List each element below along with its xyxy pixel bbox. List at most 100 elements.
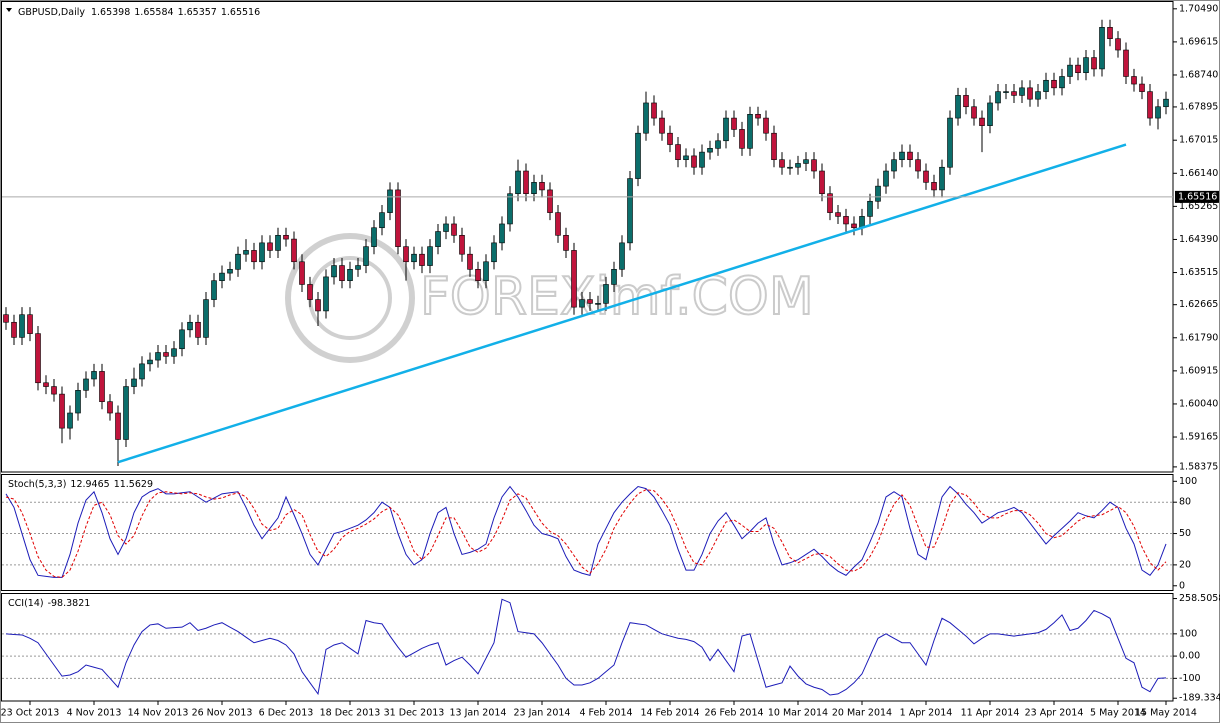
y-tick-label: 1.58375 bbox=[1179, 461, 1218, 472]
candle-body bbox=[123, 386, 129, 440]
candle-body bbox=[107, 401, 113, 414]
candle-body bbox=[1123, 49, 1129, 77]
y-tick-label: 1.64390 bbox=[1179, 234, 1218, 245]
candle-body bbox=[203, 299, 209, 338]
indicator-name: Stoch(5,3,3) bbox=[8, 479, 66, 490]
candle-body bbox=[819, 170, 825, 195]
candle-body bbox=[1147, 91, 1153, 119]
candle-body bbox=[323, 276, 329, 312]
candle-body bbox=[547, 189, 553, 213]
y-tick-label: 1.63515 bbox=[1179, 267, 1218, 278]
candle-body bbox=[811, 159, 817, 172]
candle-body bbox=[331, 265, 337, 278]
readout: -98.3821 bbox=[48, 598, 91, 609]
cci-label: CCI(14) -98.3821 bbox=[8, 598, 90, 609]
candle-body bbox=[395, 189, 401, 247]
candle-body bbox=[499, 223, 505, 244]
x-tick-label: 23 Oct 2013 bbox=[1, 708, 60, 719]
candle-body bbox=[795, 163, 801, 168]
candle-body bbox=[659, 117, 665, 134]
y-tick-label: 100 bbox=[1179, 628, 1197, 639]
candle-body bbox=[987, 102, 993, 126]
candle-body bbox=[875, 185, 881, 202]
candle-body bbox=[1035, 91, 1041, 100]
y-tick-label: 100 bbox=[1179, 476, 1197, 487]
candle-body bbox=[131, 378, 137, 387]
candle-body bbox=[1043, 79, 1049, 92]
candle-body bbox=[899, 151, 905, 160]
y-tick-label: 1.59165 bbox=[1179, 432, 1218, 443]
open-value: 1.65398 bbox=[91, 7, 130, 18]
candle-body bbox=[651, 102, 657, 119]
candle-body bbox=[915, 159, 921, 172]
logo-ring bbox=[285, 233, 415, 363]
candle-body bbox=[371, 227, 377, 247]
readout: 11.5629 bbox=[114, 479, 153, 490]
x-tick-label: 10 Mar 2014 bbox=[768, 708, 828, 719]
candle-body bbox=[931, 182, 937, 191]
close-value: 1.65516 bbox=[221, 7, 260, 18]
candle-body bbox=[1099, 27, 1105, 70]
y-tick-label: 1.70490 bbox=[1179, 3, 1218, 14]
candle-body bbox=[315, 299, 321, 312]
x-tick-label: 6 Dec 2013 bbox=[259, 708, 314, 719]
indicator-name: CCI(14) bbox=[8, 598, 44, 609]
candle-body bbox=[1163, 98, 1169, 108]
x-tick-label: 5 May 2014 bbox=[1090, 708, 1146, 719]
candle-body bbox=[171, 348, 177, 357]
candle-body bbox=[787, 166, 793, 169]
candle-body bbox=[275, 234, 281, 251]
y-tick-label: 1.67015 bbox=[1179, 135, 1218, 146]
x-tick-label: 18 Dec 2013 bbox=[320, 708, 381, 719]
candle-body bbox=[379, 212, 385, 229]
candle-body bbox=[867, 200, 873, 217]
candle-body bbox=[83, 378, 89, 391]
x-tick-label: 23 Apr 2014 bbox=[1025, 708, 1084, 719]
y-tick-label: -100 bbox=[1179, 673, 1201, 684]
candle-body bbox=[443, 223, 449, 232]
candle-body bbox=[283, 234, 289, 240]
candle-body bbox=[243, 250, 249, 255]
candle-body bbox=[699, 151, 705, 168]
candle-body bbox=[507, 193, 513, 225]
candle-body bbox=[587, 299, 593, 304]
candle-body bbox=[923, 170, 929, 183]
candle-body bbox=[1075, 64, 1081, 74]
candle-body bbox=[227, 269, 233, 274]
candle-body bbox=[411, 253, 417, 263]
trendline bbox=[117, 143, 1127, 464]
candle-body bbox=[1011, 91, 1017, 96]
candle-body bbox=[115, 412, 121, 440]
candle-body bbox=[267, 242, 273, 251]
candle-body bbox=[771, 132, 777, 160]
candle-body bbox=[827, 193, 833, 213]
x-tick-label: 23 Jan 2014 bbox=[514, 708, 571, 719]
y-tick-label: 50 bbox=[1179, 528, 1191, 539]
candle-body bbox=[483, 261, 489, 281]
candle-body bbox=[675, 144, 681, 160]
x-tick-label: 15 May 2014 bbox=[1135, 708, 1197, 719]
candle-body bbox=[67, 412, 73, 429]
candle-body bbox=[1067, 64, 1073, 77]
y-tick-label: 1.66140 bbox=[1179, 168, 1218, 179]
candle-body bbox=[779, 159, 785, 168]
stoch-panel bbox=[1, 474, 1174, 591]
candle-body bbox=[11, 321, 17, 338]
candle-body bbox=[531, 182, 537, 195]
candle-body bbox=[627, 178, 633, 244]
candle-body bbox=[3, 314, 9, 323]
indicator-line bbox=[5, 485, 1167, 578]
candle-body bbox=[187, 321, 193, 331]
y-tick-label: 80 bbox=[1179, 497, 1191, 508]
candle-body bbox=[1115, 38, 1121, 51]
candle-body bbox=[491, 242, 497, 263]
readout: 12.9465 bbox=[70, 479, 109, 490]
candle-body bbox=[739, 129, 745, 149]
watermark: FOREXimf.COM bbox=[285, 233, 815, 363]
candle-body bbox=[643, 102, 649, 134]
y-tick-label: 1.68740 bbox=[1179, 69, 1218, 80]
